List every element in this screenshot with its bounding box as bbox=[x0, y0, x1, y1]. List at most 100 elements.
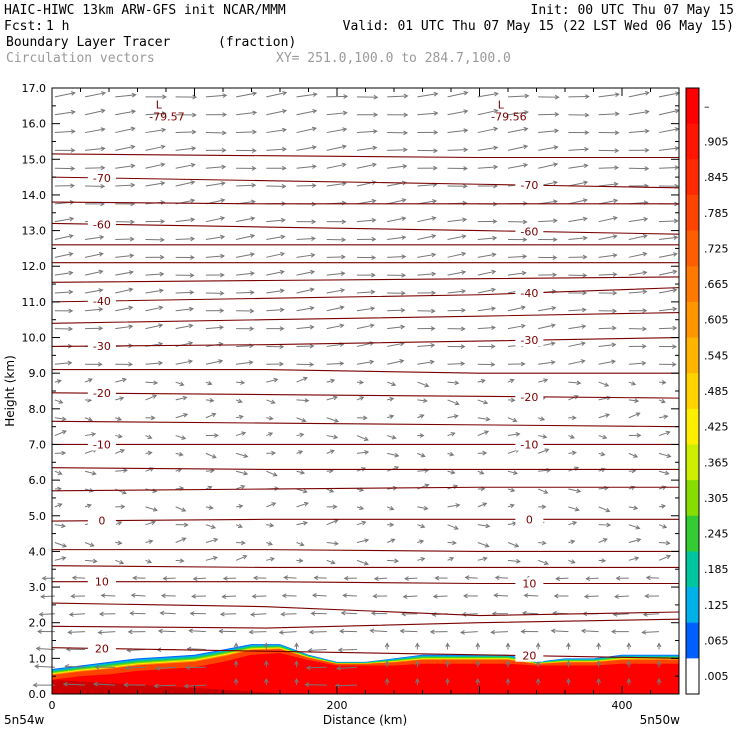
vector-arrow bbox=[477, 399, 489, 405]
vector-arrow bbox=[236, 540, 246, 546]
vector-arrow bbox=[447, 251, 467, 258]
vector-arrow bbox=[356, 379, 365, 385]
vector-arrow bbox=[447, 147, 469, 153]
vector-arrow bbox=[283, 575, 297, 580]
vector-arrow bbox=[598, 198, 619, 205]
contour-label: -70 bbox=[93, 172, 111, 185]
vector-arrow bbox=[326, 127, 348, 134]
vector-arrow bbox=[175, 236, 196, 242]
vector-arrow bbox=[628, 326, 648, 332]
vector-arrow bbox=[462, 593, 478, 599]
vector-arrow bbox=[235, 523, 243, 529]
vector-arrow bbox=[477, 252, 497, 258]
vector-arrow bbox=[115, 144, 136, 151]
vector-arrow bbox=[566, 660, 571, 668]
vector-arrow bbox=[568, 488, 582, 494]
vector-arrow bbox=[429, 629, 448, 635]
low-marker: L bbox=[498, 99, 505, 112]
vector-arrow bbox=[278, 630, 297, 635]
vector-arrow bbox=[296, 269, 316, 276]
vector-arrow bbox=[507, 93, 530, 99]
vector-arrow bbox=[266, 234, 286, 240]
vector-arrow bbox=[266, 108, 288, 116]
vector-arrow bbox=[417, 557, 426, 562]
vector-arrow bbox=[115, 362, 133, 367]
vector-arrow bbox=[538, 237, 558, 242]
vector-arrow bbox=[266, 165, 287, 171]
vector-arrow bbox=[54, 379, 62, 384]
vector-arrow bbox=[387, 198, 407, 205]
vector-arrow bbox=[115, 92, 137, 98]
vector-arrow bbox=[626, 642, 632, 650]
vector-arrow bbox=[326, 94, 349, 99]
vector-arrow bbox=[84, 235, 105, 240]
vector-arrow bbox=[85, 361, 103, 367]
vector-arrow bbox=[387, 307, 406, 313]
vector-arrow bbox=[598, 558, 607, 563]
vector-arrow bbox=[205, 290, 225, 296]
vector-arrow bbox=[642, 612, 660, 617]
vector-arrow bbox=[356, 289, 376, 295]
vector-arrow bbox=[326, 559, 336, 565]
vector-arrow bbox=[205, 537, 219, 543]
vector-arrow bbox=[477, 470, 485, 475]
vector-arrow bbox=[596, 642, 601, 650]
vector-arrow bbox=[477, 306, 497, 312]
vector-arrow bbox=[175, 412, 189, 419]
vector-arrow bbox=[399, 628, 418, 634]
contour-label: -40 bbox=[93, 295, 111, 308]
vector-arrow bbox=[205, 524, 217, 529]
vector-arrow bbox=[294, 660, 299, 668]
vector-arrow bbox=[205, 164, 227, 170]
vector-arrow bbox=[356, 145, 378, 151]
vector-arrow bbox=[538, 360, 556, 365]
vector-arrow bbox=[447, 503, 461, 508]
vector-arrow bbox=[507, 431, 521, 437]
vector-arrow bbox=[447, 524, 459, 530]
vector-arrow bbox=[175, 217, 196, 223]
vector-arrow bbox=[538, 540, 547, 546]
vector-arrow bbox=[658, 524, 668, 529]
vector-arrow bbox=[115, 270, 134, 276]
contour-label: -10 bbox=[520, 438, 538, 451]
vector-arrow bbox=[568, 94, 590, 99]
y-tick-label: 16.0 bbox=[22, 118, 47, 131]
vector-arrow bbox=[507, 558, 521, 564]
vector-arrow bbox=[236, 380, 246, 385]
vector-arrow bbox=[115, 253, 135, 259]
contour-line bbox=[51, 312, 680, 324]
vector-arrow bbox=[70, 593, 86, 599]
vector-arrow bbox=[387, 558, 400, 564]
vector-arrow bbox=[296, 305, 315, 312]
vector-arrow bbox=[356, 538, 370, 543]
vector-arrow bbox=[356, 94, 379, 100]
contour-label: -60 bbox=[93, 218, 111, 231]
vector-arrow bbox=[507, 270, 527, 276]
vector-arrow bbox=[475, 642, 481, 650]
vector-arrow bbox=[505, 660, 511, 668]
vector-arrow bbox=[386, 506, 395, 511]
vector-arrow bbox=[387, 414, 395, 420]
vector-arrow bbox=[387, 147, 408, 153]
contour-line bbox=[52, 549, 679, 552]
vector-arrow bbox=[115, 109, 137, 116]
vector-arrow bbox=[123, 682, 146, 688]
vector-arrow bbox=[538, 218, 558, 224]
vector-arrow bbox=[54, 416, 67, 422]
low-value: -79.56 bbox=[491, 111, 526, 124]
vector-arrow bbox=[356, 217, 377, 223]
vector-arrow bbox=[266, 470, 278, 477]
vector-arrow bbox=[236, 326, 255, 332]
vector-arrow bbox=[356, 272, 376, 278]
colorbar-label: .785 bbox=[704, 207, 729, 220]
vector-arrow bbox=[477, 235, 498, 241]
vector-arrow bbox=[417, 308, 436, 314]
vector-arrow bbox=[54, 542, 68, 548]
vector-arrow bbox=[387, 216, 407, 223]
vector-arrow bbox=[417, 381, 430, 388]
vector-arrow bbox=[387, 164, 408, 169]
vector-arrow bbox=[598, 111, 620, 117]
vector-arrow bbox=[447, 90, 469, 98]
vector-arrow bbox=[235, 398, 243, 404]
vector-arrow bbox=[115, 324, 134, 330]
